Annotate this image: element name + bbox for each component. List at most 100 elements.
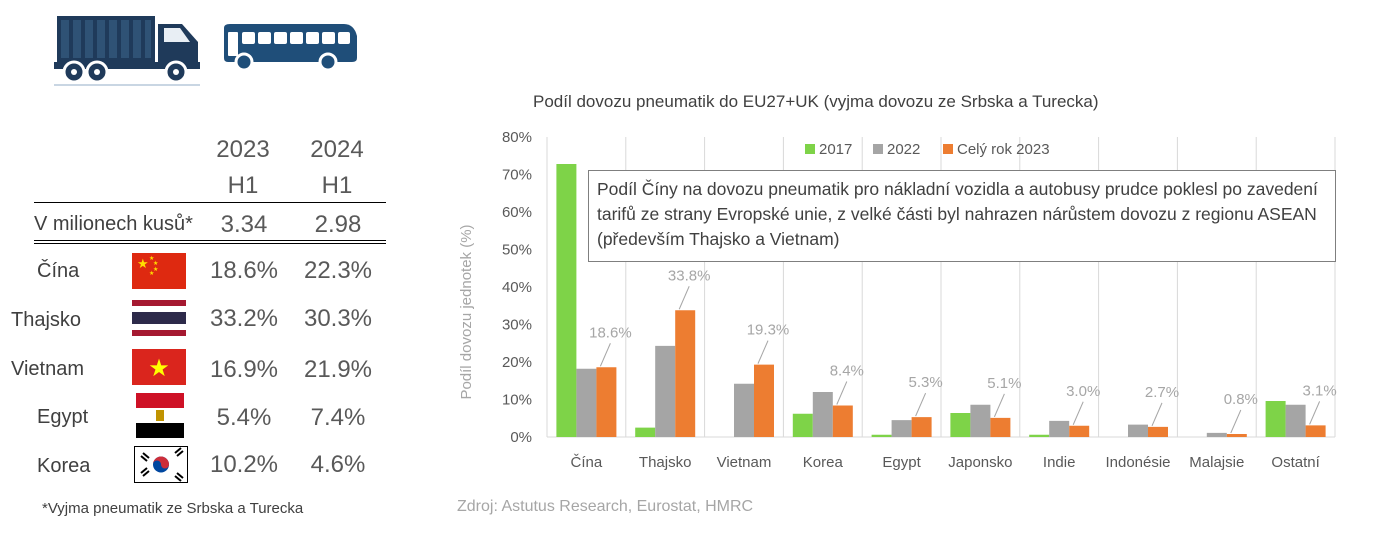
svg-text:★: ★ (153, 266, 158, 273)
bar-celý-rok-2023 (675, 310, 696, 437)
total-2024-value: 2.98 (314, 211, 362, 238)
data-label: 3.1% (1302, 382, 1336, 399)
bar-celý-rok-2023 (832, 405, 853, 437)
data-label-leader (1151, 402, 1163, 427)
bar-2022 (812, 392, 833, 437)
vietnam-flag-icon: ★ (132, 349, 186, 385)
bar-2017 (556, 164, 577, 437)
y-tick-label: 70% (502, 167, 532, 184)
chart-legend: 2017 2022 Celý rok 2023 (805, 141, 1050, 158)
table-cell-2024: 7.4% (310, 404, 366, 431)
x-tick-label: Japonsko (948, 454, 1012, 471)
bar-2017 (871, 434, 892, 437)
bar-celý-rok-2023 (1069, 425, 1090, 437)
table-cell-2024: 30.3% (303, 305, 373, 332)
y-tick-label: 20% (502, 354, 532, 371)
y-tick-label: 40% (502, 279, 532, 296)
bus-icon (224, 24, 357, 72)
legend-label: 2017 (819, 141, 852, 158)
table-double-rule-1 (34, 240, 386, 241)
data-label-leader (915, 392, 927, 417)
legend-swatch (943, 144, 953, 154)
data-label-leader (599, 343, 611, 367)
x-tick-label: Čína (571, 454, 603, 471)
legend-label: Celý rok 2023 (957, 141, 1050, 158)
bar-2017 (1029, 434, 1050, 437)
data-label: 18.6% (589, 324, 632, 341)
data-label-leader (678, 286, 690, 310)
bar-celý-rok-2023 (1148, 426, 1168, 437)
x-tick-label: Korea (803, 454, 844, 471)
data-label: 3.0% (1066, 383, 1100, 400)
bar-2022 (1285, 404, 1306, 437)
bar-2017 (635, 427, 656, 437)
bar-2022 (576, 368, 597, 437)
table-double-rule-2 (34, 243, 386, 244)
callout-box: Podíl Číny na dovozu pneumatik pro nákla… (588, 170, 1336, 262)
bar-2022 (891, 420, 912, 437)
bar-chart: 0% 10% 20% 30% 40% 50% 60% 70% 80% 18.6% 33.8% 19.… (458, 129, 1337, 471)
bar-celý-rok-2023 (596, 367, 617, 437)
svg-text:★: ★ (148, 355, 170, 382)
y-axis-label: Podíl dovozu jednotek (%) (458, 224, 475, 399)
chart-title: Podíl dovozu pneumatik do EU27+UK (vyjma… (533, 92, 1099, 111)
data-label: 2.7% (1145, 384, 1179, 401)
y-tick-label: 60% (502, 204, 532, 221)
data-label-leader (1230, 409, 1242, 434)
svg-text:★: ★ (137, 256, 149, 271)
y-tick-label: 0% (510, 429, 532, 446)
bar-2022 (1128, 424, 1148, 437)
table-row-country: Thajsko (11, 309, 82, 331)
table-cell-2024: 22.3% (303, 257, 373, 284)
period-header-2024: H1 (321, 172, 353, 199)
data-label: 5.1% (987, 375, 1021, 392)
bar-celý-rok-2023 (754, 364, 774, 437)
table-cell-2023: 33.2% (209, 305, 279, 332)
svg-text:★: ★ (149, 255, 154, 262)
bar-celý-rok-2023 (990, 417, 1011, 437)
bar-2022 (1206, 432, 1227, 437)
bar-2022 (970, 404, 991, 437)
x-tick-label: Thajsko (639, 454, 692, 471)
table-row-country: Čína (37, 260, 80, 282)
y-tick-label: 80% (502, 129, 532, 146)
data-label: 8.4% (830, 363, 864, 380)
svg-text:★: ★ (153, 260, 158, 267)
legend-swatch (873, 144, 883, 154)
korea-flag-icon (134, 446, 188, 483)
data-label: 5.3% (908, 374, 942, 391)
table-row-country: Egypt (37, 406, 89, 428)
table-cell-2023: 16.9% (209, 356, 279, 383)
bar-2017 (950, 413, 971, 437)
table-cell-2024: 21.9% (303, 356, 373, 383)
year-header-2024: 2024 (310, 136, 364, 163)
x-tick-label: Indie (1043, 454, 1076, 471)
china-flag-icon: ★ ★ ★ ★ ★ (132, 253, 186, 289)
table-cell-2023: 5.4% (216, 404, 272, 431)
data-label-leader (993, 393, 1005, 418)
egypt-flag-icon (136, 393, 184, 438)
data-label-leader (1072, 401, 1084, 425)
bar-2017 (792, 413, 813, 437)
bar-2022 (1049, 420, 1070, 437)
truck-icon (54, 16, 200, 86)
data-label-leader (1309, 401, 1321, 425)
legend-swatch (805, 144, 815, 154)
bar-celý-rok-2023 (911, 417, 932, 437)
x-tick-label: Malajsie (1189, 454, 1244, 471)
x-tick-label: Indonésie (1105, 454, 1170, 471)
data-label-leader (757, 340, 769, 364)
bar-2022 (655, 345, 676, 437)
data-label: 0.8% (1224, 391, 1258, 408)
svg-text:★: ★ (149, 270, 154, 277)
period-header-2023: H1 (227, 172, 259, 199)
table-cell-2023: 18.6% (209, 257, 279, 284)
table-row-country: Korea (37, 455, 91, 477)
data-label: 19.3% (747, 322, 790, 339)
data-label: 33.8% (668, 267, 711, 284)
bar-2022 (734, 383, 754, 437)
legend-label: 2022 (887, 141, 920, 158)
total-row-label: V milionech kusů* (34, 213, 193, 235)
table-cell-2023: 10.2% (209, 451, 279, 478)
table-cell-2024: 4.6% (310, 451, 366, 478)
